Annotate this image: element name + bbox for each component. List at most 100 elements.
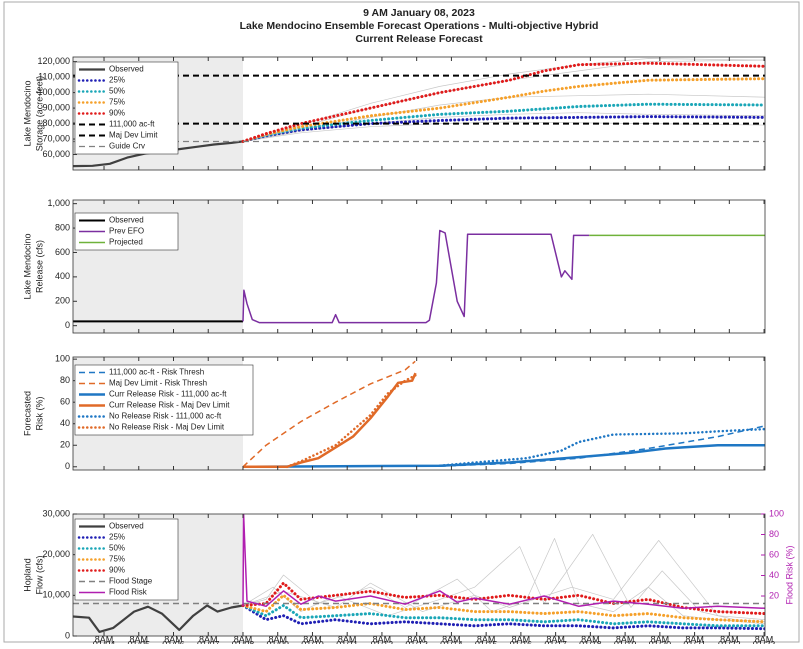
series-line [242,514,765,610]
y-tick-label: 20 [60,440,70,450]
x-tick-sublabel: 8AM [755,634,774,644]
x-tick-sublabel: 8AM [303,634,322,644]
series-line [243,372,417,469]
legend-label: Prev EFO [109,227,144,236]
x-tick-sublabel: 8AM [512,634,531,644]
series-line [438,427,765,467]
legend-label: Curr Release Risk - Maj Dev Limit [109,401,230,410]
ensemble-line [242,58,765,142]
legend-label: Flood Stage [109,577,153,586]
plot-border [72,356,766,471]
legend-label: 90% [109,566,125,575]
legend-label: 25% [109,533,125,542]
plot-border [72,199,766,334]
x-tick-sublabel: 8AM [373,634,392,644]
legend-label: 50% [109,87,125,96]
x-tick-sublabel: 8AM [407,634,426,644]
x-tick-sublabel: 8AM [268,634,287,644]
x-tick-sublabel: 8AM [616,634,635,644]
y-tick-label: 70,000 [42,133,70,143]
x-tick-sublabel: 8AM [477,634,496,644]
plot-border [72,513,766,637]
series-line [241,77,765,143]
x-tick-sublabel: 8AM [720,634,739,644]
legend-label: Flood Risk [109,588,148,597]
x-tick-sublabel: 8AM [164,634,183,644]
y-tick-label: 0 [65,630,70,640]
series-line [241,604,765,631]
x-tick-sublabel: 8AM [95,634,114,644]
y2-axis-label: Flood Risk (%) [784,545,794,604]
y-tick-label: 60,000 [42,149,70,159]
y-tick-label: 400 [55,271,70,281]
y2-tick-label: 60 [769,549,779,559]
y-tick-label: 600 [55,247,70,257]
y2-tick-label: 40 [769,570,779,580]
x-tick-sublabel: 8AM [546,634,565,644]
legend-label: Guide Crv [109,142,145,151]
y-axis-label: Risk (%) [34,397,44,431]
x-tick-sublabel: 8AM [651,634,670,644]
y-tick-label: 110,000 [38,71,70,81]
legend-label: 75% [109,98,125,107]
title-line: 9 AM January 08, 2023 [363,7,475,19]
x-tick-sublabel: 8AM [581,634,600,644]
y-tick-label: 10,000 [42,590,70,600]
y2-tick-label: 100 [769,508,784,518]
y-tick-label: 60 [60,397,70,407]
y-tick-label: 40 [60,418,70,428]
x-tick-sublabel: 8AM [130,634,149,644]
legend-label: Observed [109,65,144,74]
y-tick-label: 100,000 [37,87,70,97]
y-axis-label: Flow (cfs) [34,556,44,595]
legend-label: 25% [109,76,125,85]
y-tick-label: 30,000 [42,508,70,518]
series-line [241,61,765,143]
y-tick-label: 200 [55,296,70,306]
y-tick-label: 90,000 [42,102,70,112]
series-line [73,604,244,633]
legend-label: No Release Risk - Maj Dev Limit [109,423,225,432]
series-line [285,374,417,469]
legend-label: 111,000 ac-ft - Risk Thresh [109,368,204,377]
title-line: Lake Mendocino Ensemble Forecast Operati… [240,20,599,32]
y-tick-label: 0 [65,320,70,330]
legend-label: 90% [109,109,125,118]
y-tick-label: 0 [65,461,70,471]
ensemble-line [242,540,765,621]
plot-lines [73,514,765,633]
legend-label: Maj Dev Limit - Risk Thresh [109,379,207,388]
series-line [242,229,590,324]
plot-lines [242,360,765,469]
ensemble-line [242,538,765,625]
y-axis-label: Lake Mendocino [22,233,32,299]
y-axis-label: Storage (acre-feet) [34,76,44,152]
series-line [241,593,765,624]
y-axis-label: Hopland [22,558,32,592]
legend-label: No Release Risk - 111,000 ac-ft [109,412,222,421]
legend-label: 50% [109,544,125,553]
y-tick-label: 800 [55,222,70,232]
y-tick-label: 80 [60,375,70,385]
plot-border [72,56,766,171]
legend-label: Maj Dev Limit [109,131,158,140]
y2-tick-label: 80 [769,529,779,539]
x-tick-sublabel: 8AM [199,634,218,644]
series-line [242,360,416,468]
legend-box [74,364,254,436]
y2-tick-label: 20 [769,590,779,600]
series-line [241,604,765,628]
x-tick-sublabel: 8AM [234,634,253,644]
legend-label: 75% [109,555,125,564]
plot-lines [73,229,765,324]
series-line [241,581,765,616]
y-tick-label: 80,000 [42,118,70,128]
x-tick-sublabel: 8AM [442,634,461,644]
y-axis-label: Forecasted [22,391,32,436]
y-tick-label: 20,000 [42,549,70,559]
y-tick-label: 100 [55,354,70,364]
y-axis-label: Release (cfs) [34,240,44,293]
y-axis-label: Lake Mendocino [22,80,32,146]
x-tick-sublabel: 8AM [338,634,357,644]
